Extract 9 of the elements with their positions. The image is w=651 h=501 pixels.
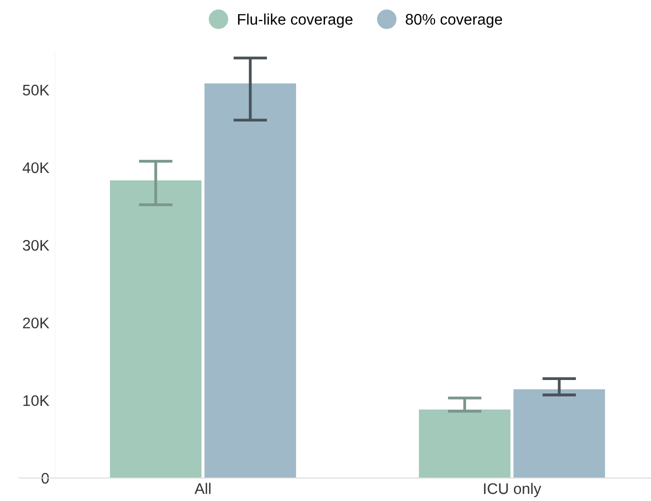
- y-tick-label: 20K: [23, 318, 50, 328]
- x-tick-label: All: [194, 482, 210, 494]
- y-tick-label: 30K: [22, 240, 50, 251]
- x-tick-label: ICU only: [484, 482, 542, 498]
- y-tick-label: 10K: [23, 395, 50, 406]
- legend-label: 80% coverage: [406, 14, 502, 28]
- y-tick-label: 50K: [22, 84, 50, 96]
- legend-label: Flu-like coverage: [238, 14, 352, 28]
- y-tick-label: 40K: [22, 162, 50, 174]
